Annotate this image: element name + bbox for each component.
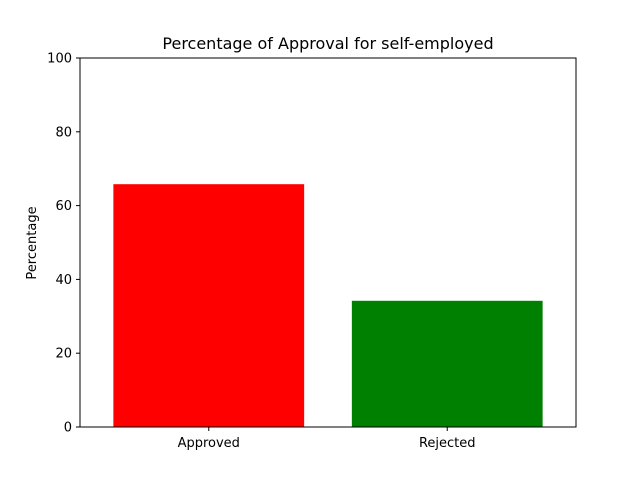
y-tick-label: 40 (55, 273, 72, 288)
y-axis-label: Percentage (25, 206, 40, 279)
y-tick-label: 80 (55, 125, 72, 140)
chart-title: Percentage of Approval for self-employed (162, 34, 493, 53)
x-tick-label: Rejected (419, 436, 476, 451)
bars-layer (113, 184, 542, 427)
x-axis-ticks: Approved Rejected (178, 427, 476, 451)
y-axis-ticks: 0 20 40 60 80 100 (47, 52, 80, 436)
y-tick-label: 20 (55, 347, 72, 362)
x-tick-label: Approved (178, 436, 240, 451)
y-tick-label: 60 (55, 199, 72, 214)
bar-rejected (352, 301, 543, 427)
bar-approved (113, 184, 304, 427)
y-tick-label: 100 (47, 52, 72, 67)
y-tick-label: 0 (64, 421, 72, 436)
